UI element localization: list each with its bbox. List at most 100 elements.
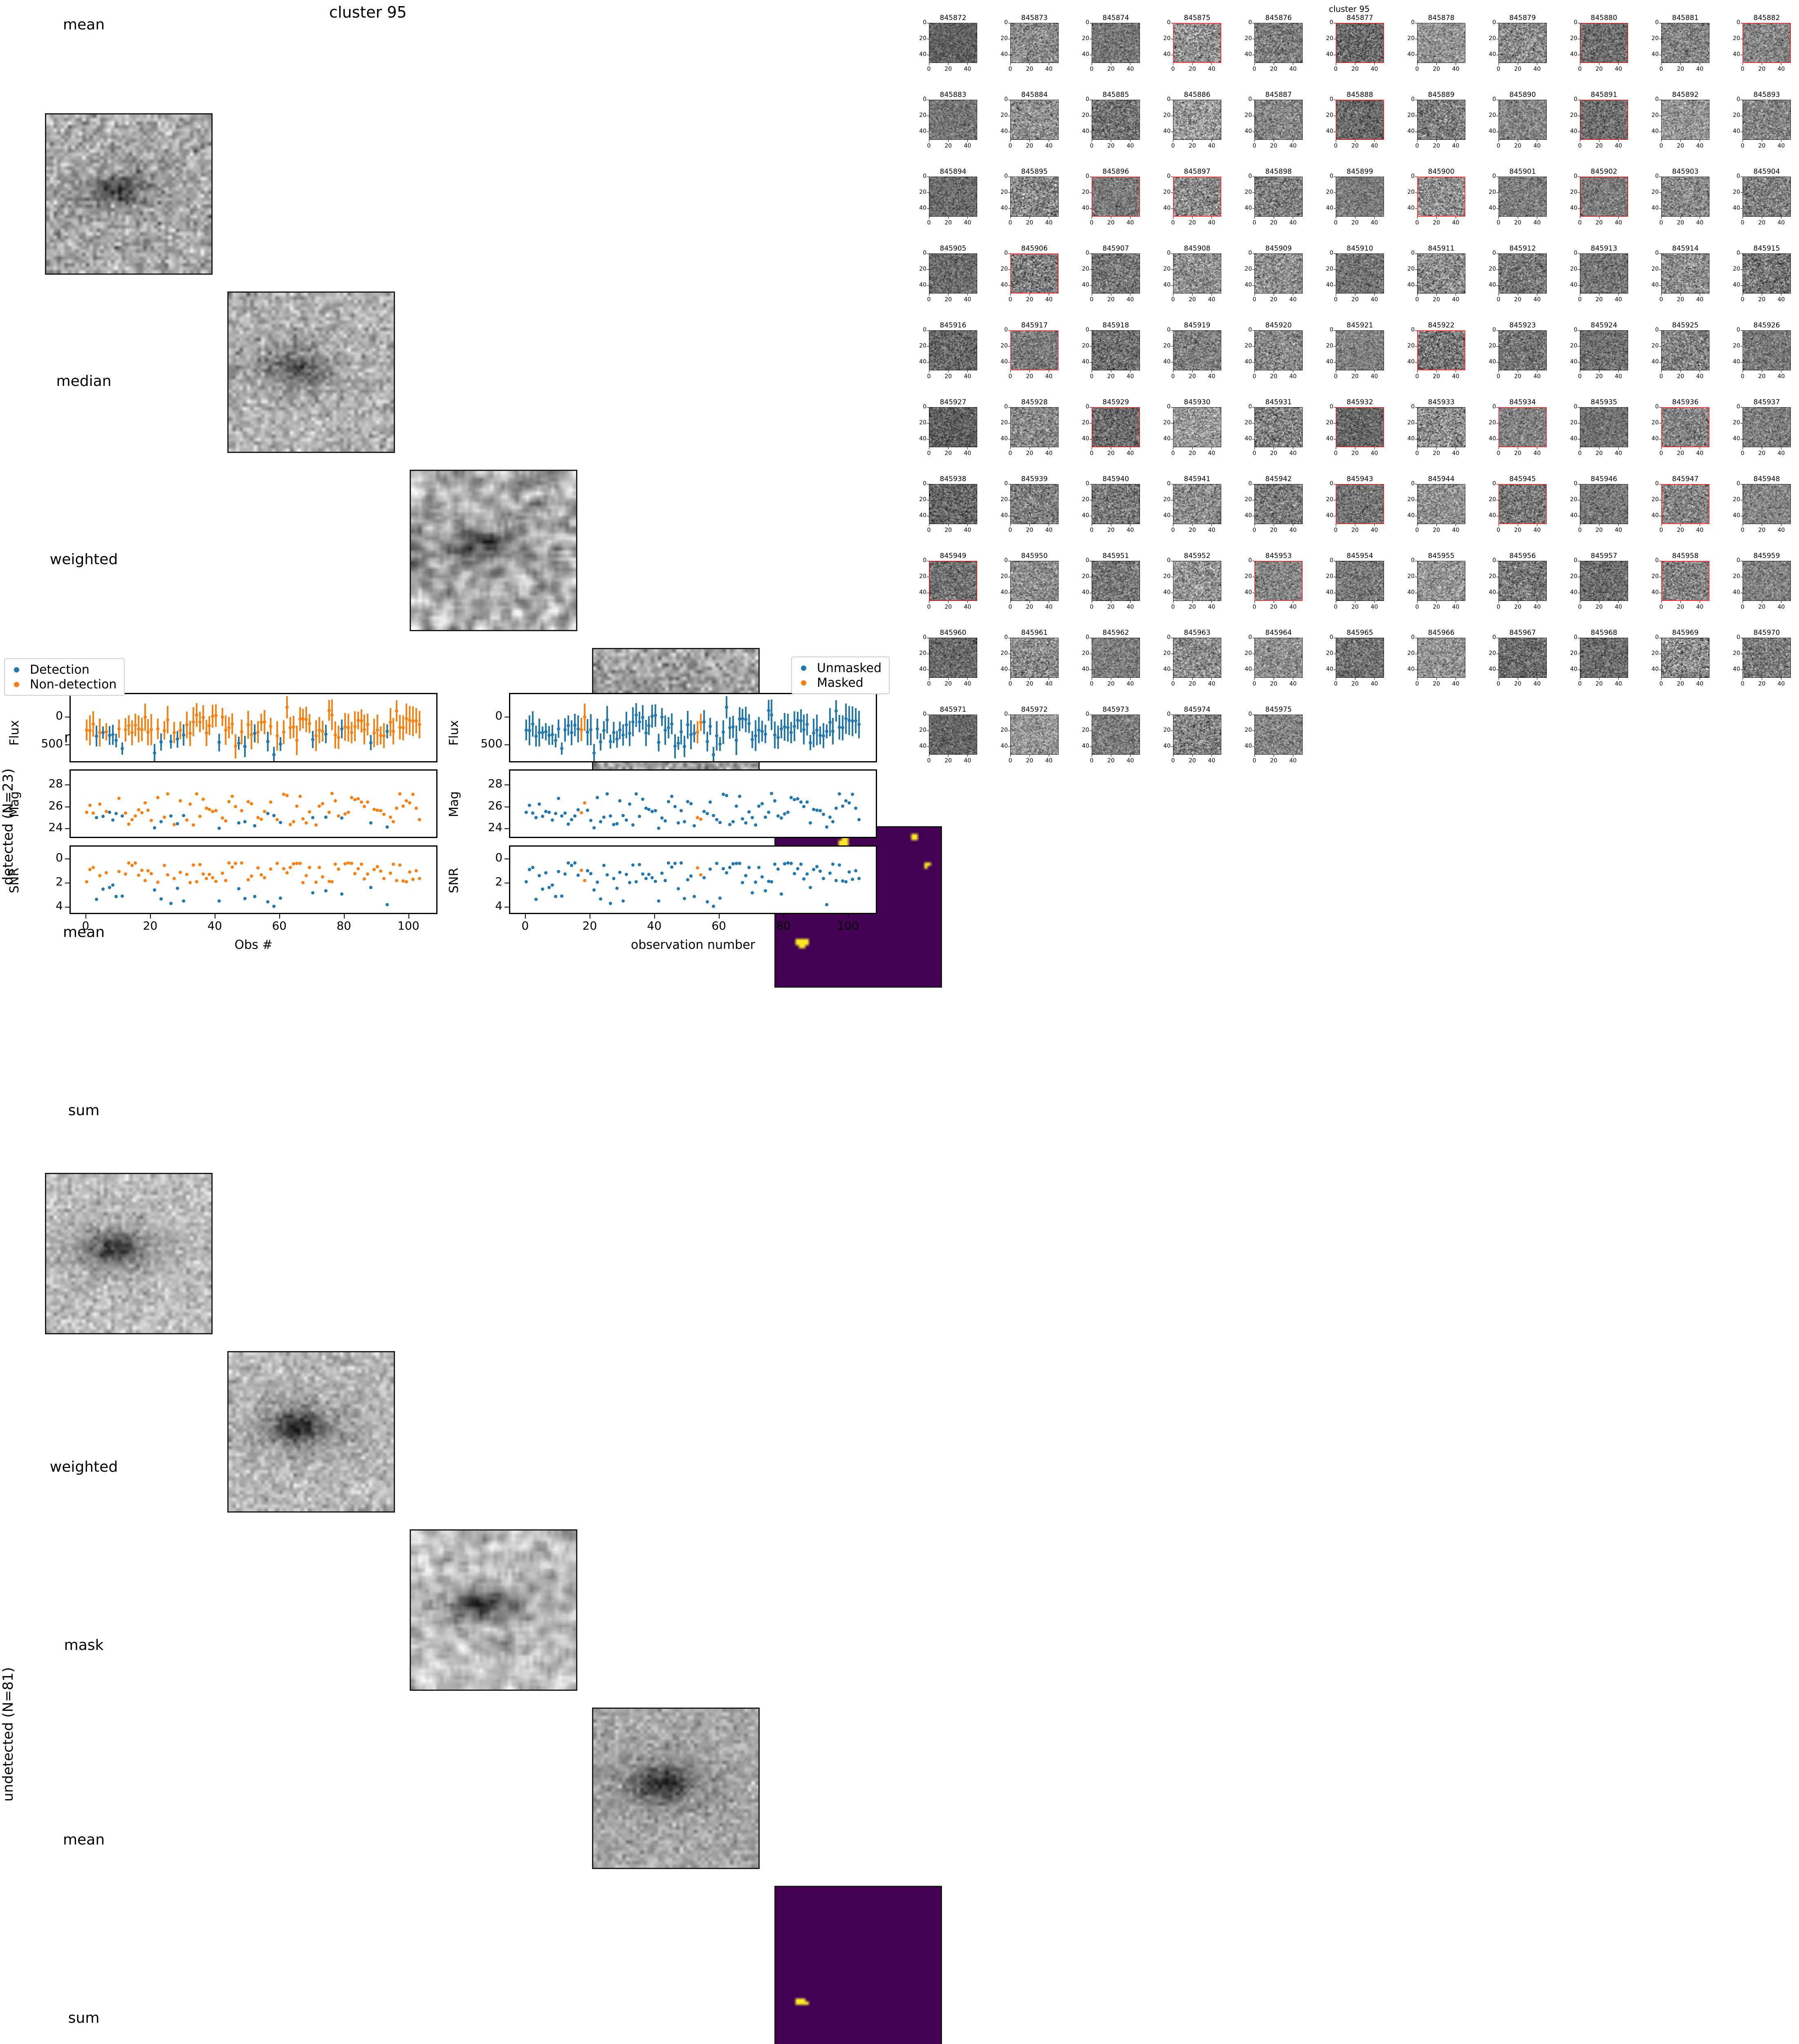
postage-xtick: 0 [1090, 758, 1094, 764]
postage-ytick-mark [1496, 407, 1498, 408]
data-point [818, 809, 822, 813]
postage-xtick: 40 [1045, 220, 1053, 226]
data-point [356, 867, 360, 871]
postage-xtick-mark [1661, 447, 1662, 449]
data-point [121, 814, 124, 818]
postage-ytick: 20 [1570, 650, 1577, 657]
data-point [162, 816, 166, 819]
postage-ytick-mark [1496, 362, 1498, 363]
data-point [227, 800, 231, 804]
postage-xtick-mark [1436, 447, 1437, 449]
postage-ytick: 20 [919, 189, 926, 196]
postage-xtick-mark [1374, 678, 1375, 680]
postage-ytick: 40 [1326, 666, 1333, 673]
postage-ytick: 0 [1492, 634, 1496, 641]
postage-xtick: 0 [1741, 143, 1745, 149]
postage-ytick: 20 [1000, 496, 1008, 503]
postage-xtick: 0 [1008, 527, 1012, 533]
postage-xtick: 40 [1533, 143, 1541, 149]
postage-xtick: 20 [1758, 143, 1766, 149]
data-point [127, 724, 131, 727]
postage-xtick-mark [1417, 294, 1418, 296]
data-point [589, 728, 593, 731]
postage-cell: 845937 0 20 40 0 20 40 [1727, 398, 1799, 475]
postage-cell: 845886 0 20 40 0 20 40 [1157, 91, 1239, 168]
data-point [127, 823, 131, 826]
postage-xtick-mark [1661, 140, 1662, 142]
postage-ytick: 0 [1736, 327, 1740, 333]
data-point [279, 896, 283, 900]
postage-xtick: 20 [1270, 681, 1278, 687]
postage-xtick: 40 [964, 681, 971, 687]
postage-xtick: 0 [1334, 450, 1338, 457]
data-point [831, 820, 835, 824]
postage-ytick: 40 [1163, 359, 1171, 365]
postage-image [1498, 177, 1547, 217]
data-point [625, 873, 628, 876]
postage-ytick-mark [1334, 423, 1336, 424]
xtick-mark [719, 914, 720, 919]
postage-ytick: 0 [1248, 19, 1252, 26]
legend-entry-0[interactable]: Detection [9, 662, 117, 677]
data-point [288, 823, 292, 826]
data-point [605, 718, 609, 722]
postage-xtick: 0 [1659, 450, 1663, 457]
postage-ytick-mark [1008, 285, 1010, 286]
postage-xtick: 20 [1189, 373, 1196, 380]
postage-xtick-mark [1680, 217, 1681, 219]
postage-title: 845940 [1102, 475, 1129, 483]
postage-ytick: 40 [1733, 666, 1740, 673]
postage-ytick: 40 [1245, 128, 1252, 135]
postage-ytick: 40 [1407, 51, 1415, 58]
postage-cell: 845966 0 20 40 0 20 40 [1402, 629, 1483, 706]
data-point [382, 812, 386, 816]
data-point [741, 881, 745, 884]
postage-title: 845948 [1753, 475, 1780, 483]
postage-xtick: 0 [1741, 604, 1745, 610]
data-point [550, 883, 554, 887]
postage-xtick-mark [1192, 447, 1193, 449]
postage-cell: 845877 0 20 40 0 20 40 [1320, 14, 1402, 91]
postage-xtick: 40 [1208, 66, 1216, 72]
postage-ytick: 0 [1330, 173, 1333, 179]
legend-entry-1[interactable]: Non-detection [9, 677, 117, 692]
postage-ytick: 0 [1411, 250, 1415, 256]
postage-ytick: 40 [1733, 589, 1740, 596]
data-point [841, 726, 845, 730]
data-point [301, 717, 305, 720]
data-point [133, 723, 137, 727]
data-point [770, 792, 774, 796]
postage-ytick: 40 [919, 512, 926, 519]
postage-ytick: 0 [1574, 480, 1577, 487]
data-point [621, 814, 625, 818]
postage-xtick: 20 [1107, 220, 1115, 226]
postage-ytick: 20 [1570, 496, 1577, 503]
postage-ytick: 40 [1733, 205, 1740, 212]
data-point [702, 876, 706, 879]
data-point [786, 726, 790, 729]
postage-image [1254, 177, 1303, 217]
data-point [641, 872, 644, 876]
data-point [266, 740, 269, 744]
postage-ytick: 40 [1245, 666, 1252, 673]
postage-title: 845900 [1428, 168, 1455, 176]
postage-xtick: 20 [944, 681, 952, 687]
legend-entry-1[interactable]: Masked [796, 675, 882, 690]
postage-ytick-mark [927, 253, 929, 254]
postage-xtick: 20 [1270, 296, 1278, 303]
postage-xtick: 0 [1415, 373, 1419, 380]
xtick-label: 0 [521, 919, 529, 932]
legend-entry-0[interactable]: Unmasked [796, 661, 882, 675]
postage-ytick-mark [1008, 423, 1010, 424]
data-point [169, 814, 173, 818]
data-point [101, 888, 105, 891]
postage-cell: 845930 0 20 40 0 20 40 [1157, 398, 1239, 475]
postage-xtick: 0 [1252, 527, 1256, 533]
postage-title: 845916 [940, 321, 967, 329]
data-point [725, 794, 728, 798]
ytick-label: 2 [495, 875, 502, 889]
postage-ytick: 20 [1326, 189, 1333, 196]
data-point [363, 805, 366, 808]
postage-ytick: 40 [1000, 666, 1008, 673]
postage-xtick: 40 [1452, 450, 1460, 457]
